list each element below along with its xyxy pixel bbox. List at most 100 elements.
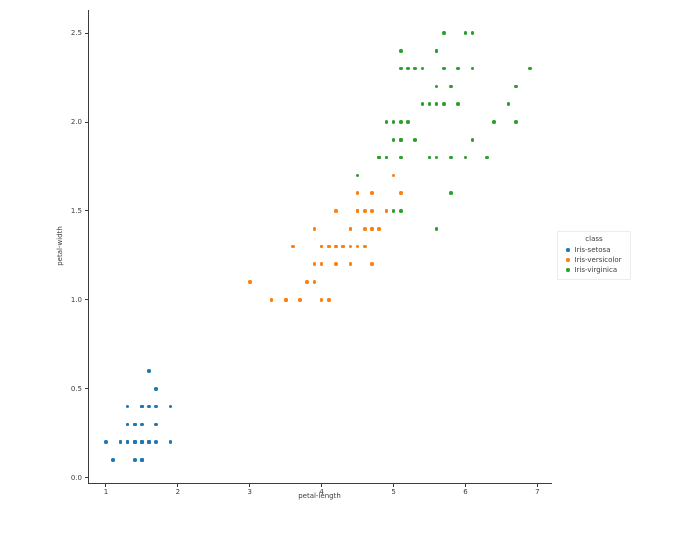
data-point — [104, 440, 108, 444]
data-point — [398, 155, 403, 160]
data-point — [125, 404, 130, 409]
legend-entry: Iris-versicolor — [558, 255, 630, 265]
data-point — [420, 66, 425, 71]
data-point — [319, 298, 324, 302]
data-point — [456, 66, 461, 71]
legend-entry: Iris-virginica — [558, 265, 630, 275]
data-point — [327, 244, 331, 249]
data-point — [398, 120, 403, 124]
data-point — [147, 440, 151, 444]
data-point — [348, 226, 353, 231]
data-point — [291, 244, 295, 249]
x-tick-label: 4 — [319, 487, 324, 496]
y-tick-mark — [85, 477, 88, 479]
legend-marker-icon — [566, 258, 570, 262]
data-point — [327, 298, 331, 302]
data-point — [449, 84, 453, 89]
data-point — [154, 404, 159, 409]
data-point — [355, 191, 360, 195]
data-point — [312, 226, 317, 231]
data-point — [269, 298, 274, 302]
legend-entry-label: Iris-versicolor — [574, 256, 622, 264]
data-point — [398, 66, 403, 71]
y-tick-label: 0.5 — [70, 384, 82, 393]
data-point — [413, 66, 417, 71]
y-tick-label: 1.5 — [70, 206, 82, 215]
data-point — [377, 226, 381, 231]
y-tick-mark — [85, 121, 88, 123]
data-point — [434, 102, 439, 107]
data-point — [140, 440, 144, 444]
y-tick-mark — [85, 32, 88, 34]
data-point — [398, 49, 403, 53]
data-point — [506, 102, 511, 107]
data-point — [118, 440, 123, 444]
x-tick-mark — [249, 484, 251, 487]
data-point — [154, 422, 159, 427]
data-point — [147, 404, 151, 409]
data-point — [312, 262, 317, 267]
data-point — [377, 155, 381, 160]
data-point — [434, 49, 439, 53]
data-point — [111, 458, 115, 462]
data-point — [370, 209, 374, 213]
data-point — [362, 226, 367, 231]
data-point — [391, 173, 396, 178]
data-point — [406, 120, 410, 124]
data-point — [434, 155, 439, 160]
data-point — [319, 262, 324, 267]
data-point — [384, 120, 389, 124]
plot-area — [88, 10, 552, 484]
y-tick-label: 0.0 — [70, 473, 82, 482]
data-point — [154, 386, 159, 391]
legend-entry-label: Iris-virginica — [574, 266, 618, 274]
data-point — [125, 422, 130, 427]
x-tick-label: 5 — [391, 487, 396, 496]
data-point — [398, 138, 403, 142]
legend-marker-icon — [566, 268, 570, 272]
data-point — [485, 155, 489, 160]
data-point — [334, 262, 338, 267]
x-tick-mark — [464, 484, 466, 487]
data-point — [168, 440, 173, 444]
legend-entries: Iris-setosa Iris-versicolor Iris-virginica — [558, 245, 630, 275]
data-point — [492, 120, 496, 124]
data-point — [348, 244, 353, 249]
data-point — [355, 244, 360, 249]
data-point — [140, 404, 144, 409]
data-point — [305, 280, 310, 284]
legend-entry: Iris-setosa — [558, 245, 630, 255]
data-point — [513, 84, 518, 89]
data-point — [132, 422, 137, 427]
data-point — [140, 458, 144, 462]
data-point — [449, 155, 453, 160]
y-tick-mark — [85, 210, 88, 212]
x-tick-label: 7 — [535, 487, 540, 496]
data-point — [528, 66, 532, 71]
x-axis-label: petal-length — [298, 492, 341, 500]
data-point — [427, 102, 432, 107]
data-point — [470, 66, 475, 71]
data-point — [355, 209, 360, 213]
data-point — [456, 102, 461, 107]
x-tick-label: 3 — [247, 487, 252, 496]
data-point — [391, 209, 396, 213]
legend-entry-label: Iris-setosa — [574, 246, 611, 254]
data-point — [154, 440, 159, 444]
data-point — [125, 440, 130, 444]
data-point — [463, 155, 468, 160]
data-point — [341, 244, 346, 249]
data-point — [334, 209, 338, 213]
data-point — [348, 262, 353, 267]
data-point — [362, 244, 367, 249]
data-point — [355, 173, 360, 178]
data-point — [132, 458, 137, 462]
data-point — [140, 422, 144, 427]
data-point — [168, 404, 173, 409]
data-point — [434, 226, 439, 231]
data-point — [434, 84, 439, 89]
data-point — [312, 280, 317, 284]
data-point — [247, 280, 252, 284]
data-point — [319, 244, 324, 249]
y-tick-mark — [85, 388, 88, 390]
